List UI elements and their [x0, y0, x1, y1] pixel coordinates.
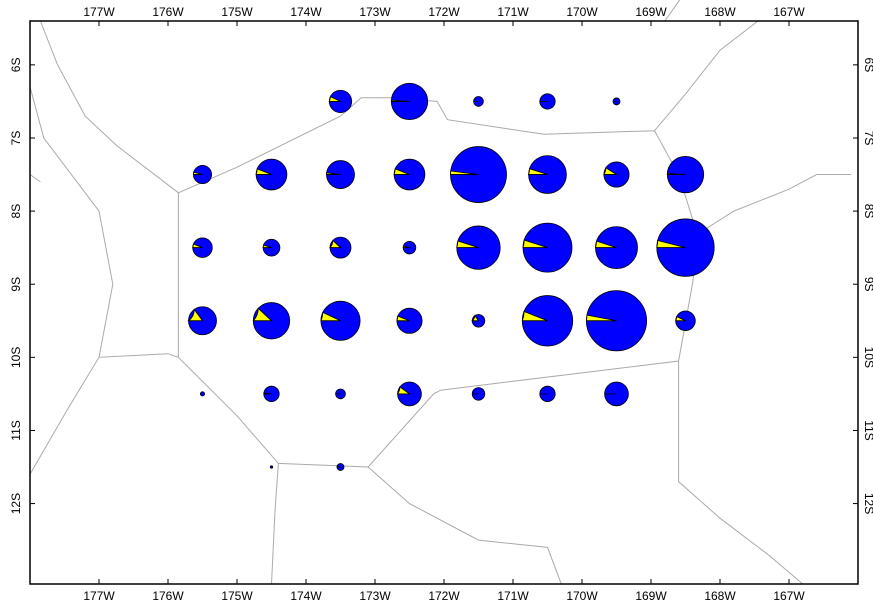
pie-marker: [594, 226, 638, 270]
pie-marker: [390, 82, 429, 121]
pie-marker: [192, 237, 213, 258]
pie-marker: [335, 388, 346, 400]
lat-tick-label-right: 8S: [862, 204, 873, 219]
region-boundary-9: [664, 0, 681, 22]
pie-marker: [612, 97, 621, 106]
pie-marker: [329, 236, 352, 259]
lon-tick-label-bottom: 171W: [497, 589, 529, 603]
lon-tick-label-top: 172W: [428, 5, 460, 19]
pie-marker: [263, 385, 280, 402]
lon-tick-label-top: 167W: [773, 5, 805, 19]
pie-marker: [473, 96, 484, 107]
pie-marker: [604, 381, 629, 407]
pie-marker: [539, 93, 556, 110]
lon-tick-label-top: 175W: [221, 5, 253, 19]
pie-marker: [656, 218, 715, 277]
region-boundary-3: [29, 174, 41, 183]
lon-tick-label-top: 174W: [290, 5, 322, 19]
region-boundary-7: [699, 174, 852, 234]
pie-marker: [471, 387, 486, 401]
lat-tick-label-right: 9S: [862, 277, 873, 292]
lon-tick-label-top: 170W: [566, 5, 598, 19]
lat-tick-label-left: 7S: [9, 131, 23, 146]
lat-tick-label-left: 10S: [9, 347, 23, 368]
pie-marker: [521, 295, 574, 347]
lon-tick-label-bottom: 169W: [635, 589, 667, 603]
lat-tick-label-left: 6S: [9, 58, 23, 73]
lat-tick-label-left: 8S: [9, 204, 23, 219]
region-boundary-2: [29, 86, 114, 358]
pie-marker: [187, 306, 217, 336]
pie-marker: [450, 146, 507, 203]
pie-marker: [255, 158, 288, 191]
lat-tick-label-right: 11S: [862, 420, 873, 440]
lat-tick-label-left: 9S: [9, 277, 23, 292]
lon-tick-label-bottom: 173W: [359, 589, 391, 603]
lon-tick-label-bottom: 167W: [773, 589, 805, 603]
pie-marker: [393, 158, 426, 191]
region-boundary-6: [678, 361, 804, 585]
pie-marker: [456, 225, 501, 270]
pie-marker: [522, 222, 573, 273]
pie-marker: [675, 310, 696, 331]
pie-marker: [252, 302, 291, 340]
lon-tick-label-bottom: 172W: [428, 589, 460, 603]
pie-marker: [528, 155, 567, 194]
lat-tick-label-right: 10S: [862, 347, 873, 368]
lon-tick-label-top: 169W: [635, 5, 667, 19]
pie-markers: [187, 82, 715, 471]
pie-marker: [396, 381, 422, 407]
lat-tick-label-right: 12S: [862, 493, 873, 514]
pie-marker: [539, 385, 556, 402]
pie-marker: [320, 300, 361, 341]
pie-marker: [585, 290, 648, 352]
pie-marker: [603, 161, 630, 188]
lon-tick-label-top: 173W: [359, 5, 391, 19]
lat-tick-label-right: 6S: [862, 58, 873, 73]
pie-marker: [396, 307, 423, 334]
pie-primary-slice: [269, 465, 274, 469]
pie-marker: [192, 165, 212, 185]
axis-ticks: 177W 177W 176W 176W 175W 175W 174W 174W 173W 173W…: [9, 5, 873, 603]
lat-tick-label-left: 11S: [9, 420, 23, 440]
pie-marker: [336, 463, 345, 471]
pie-marker: [326, 160, 355, 189]
pie-marker: [269, 465, 274, 469]
pie-marker: [199, 391, 205, 397]
lon-tick-label-bottom: 168W: [704, 589, 736, 603]
pie-marker: [262, 238, 281, 257]
region-boundary-4: [271, 463, 279, 585]
lon-tick-label-bottom: 176W: [152, 589, 184, 603]
lon-tick-label-bottom: 170W: [566, 589, 598, 603]
lat-tick-label-right: 7S: [862, 131, 873, 146]
lon-tick-label-top: 176W: [152, 5, 184, 19]
lat-tick-label-left: 12S: [9, 493, 23, 514]
lon-tick-label-bottom: 175W: [221, 589, 253, 603]
lon-tick-label-top: 171W: [497, 5, 529, 19]
pie-marker: [328, 89, 353, 114]
lon-tick-label-top: 177W: [83, 5, 115, 19]
lon-tick-label-top: 168W: [704, 5, 736, 19]
lon-tick-label-bottom: 174W: [290, 589, 322, 603]
pie-marker: [402, 240, 417, 255]
pie-marker: [470, 314, 486, 328]
region-boundary-5: [367, 466, 562, 585]
pie-marker: [666, 155, 705, 194]
lon-tick-label-bottom: 177W: [83, 589, 115, 603]
